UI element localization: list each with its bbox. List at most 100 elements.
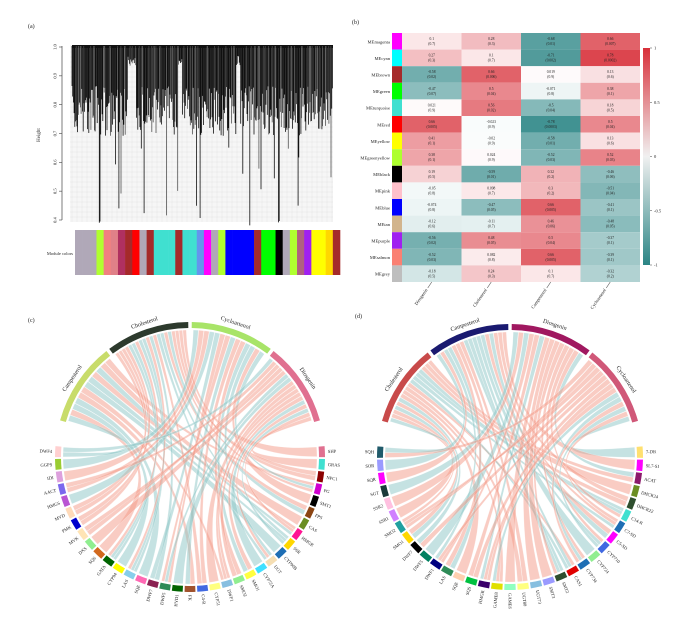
chord-ribbon [220,392,302,577]
chord-ribbon [84,367,283,532]
gene-arc [232,574,245,585]
cell-value: -0.11 [488,220,496,224]
cell-pvalue: (0.05) [487,208,496,212]
gene-arc [377,472,386,485]
chord-ribbon [420,370,604,548]
module-color-swatch [392,232,402,249]
module-color-segment [132,230,140,275]
gene-label: ACAT [644,477,657,484]
cell-value: 0.52 [607,153,613,157]
cell-value: 0.38 [429,153,435,157]
y-tick-label: 0.6 [53,159,58,165]
cell-value: -0.18 [428,269,436,273]
gene-arc [636,446,643,458]
gene-label: GAME8 [492,591,499,608]
cell-pvalue: (0.04) [546,241,555,245]
heatmap-cell [461,82,521,100]
heatmap-cell [461,215,521,233]
gene-label: SSR2 [372,503,384,512]
cell-value: 0.024 [487,153,495,157]
chord-ribbon [404,385,523,582]
heatmap-cell [521,49,581,67]
module-color-segment [225,230,233,275]
gene-arc [529,580,543,589]
chord-ribbon [504,336,550,583]
gene-label: C7-SD [623,528,637,539]
gene-arc [318,458,325,470]
heatmap-cell [521,99,581,116]
chord-ribbon [546,347,604,543]
heatmap-cell [521,116,581,133]
module-color-segment [297,230,305,275]
gene-arc [313,483,323,495]
gene-arc [184,585,196,592]
cell-value: 0.27 [429,54,435,58]
cell-value: -0.52 [547,153,555,157]
gene-label: AACT [43,488,57,496]
cell-value: 0.66 [488,70,494,74]
chord-ribbon [65,361,277,488]
heatmap-cell [461,66,521,83]
gene-label: SL7-SI [646,463,660,469]
cell-value: 0.1 [489,54,494,58]
gene-arc [566,565,580,577]
module-color-segment [103,230,112,275]
trait-arc [430,324,509,356]
gene-arc [554,571,568,582]
gene-label: 7-DR [646,449,657,454]
gene-arc [265,555,278,567]
cell-pvalue: (0.02) [427,75,436,79]
module-color-swatch [392,215,402,233]
gene-arc [60,494,71,508]
cell-value: 0.41 [429,137,435,141]
heatmap-cell [402,149,462,166]
cell-pvalue: (0.9) [488,158,496,162]
panel-b-heatmap: (b) 0.1(0.7)0.28(0.3)-0.68(0.01)0.66(0.0… [352,19,662,310]
module-color-bar [75,230,341,275]
y-axis-ticks: 1.0 0.9 0.8 0.7 0.6 0.5 0.4 [53,43,62,223]
cell-value: 0.18 [607,103,613,107]
gene-label: CAS [308,524,319,533]
cell-pvalue: (0.02) [487,108,496,112]
cell-value: 0.66 [548,253,554,257]
trait-arc [109,322,189,354]
gene-arc [620,509,632,522]
cell-pvalue: (0.5) [428,175,436,179]
gene-label: SHP [328,449,337,454]
cell-value: 0.1 [549,269,554,273]
cell-value: -0.37 [607,236,615,240]
gene-arc [504,583,516,590]
gene-label: DWF4 [40,448,53,454]
module-color-segment [196,230,205,275]
heatmap-column-labels: Diosgenin Cholesterol Campesterol Cycloarte… [414,281,611,310]
gene-label: CAS1 [573,575,583,588]
heatmap-cell [461,49,521,67]
cell-pvalue: (0.05) [487,241,496,245]
cell-pvalue: (0.7) [488,225,496,229]
gene-label: CYP724 [596,559,611,575]
heatmap-cell [580,49,640,67]
cell-pvalue: (0.7) [488,191,496,195]
gene-label: DWF1 [226,589,235,603]
column-tick [427,281,432,289]
gene-arc [626,497,637,510]
gene-arc [542,576,555,586]
cell-pvalue: (0.005) [546,208,557,212]
gene-arc [112,562,125,574]
heatmap-cell [402,232,462,249]
chord-ribbon [384,417,450,453]
heatmap-cell [402,66,462,83]
cell-pvalue: (0.04) [606,191,615,195]
cell-pvalue: (0.3) [488,42,496,46]
column-label: Cholesterol [472,287,489,308]
color-scale-bar [643,48,650,265]
panel-b-label: (b) [352,19,359,26]
color-scale-ticks: 1 0.5 0 -0.5 -1 [650,46,662,268]
cell-pvalue: (0.07) [427,92,436,96]
gene-arc [77,528,89,541]
cell-value: 0.56 [488,103,494,107]
cell-pvalue: (0.1) [607,208,615,212]
heatmap-cell [461,149,521,166]
gene-label: PG [323,488,331,494]
